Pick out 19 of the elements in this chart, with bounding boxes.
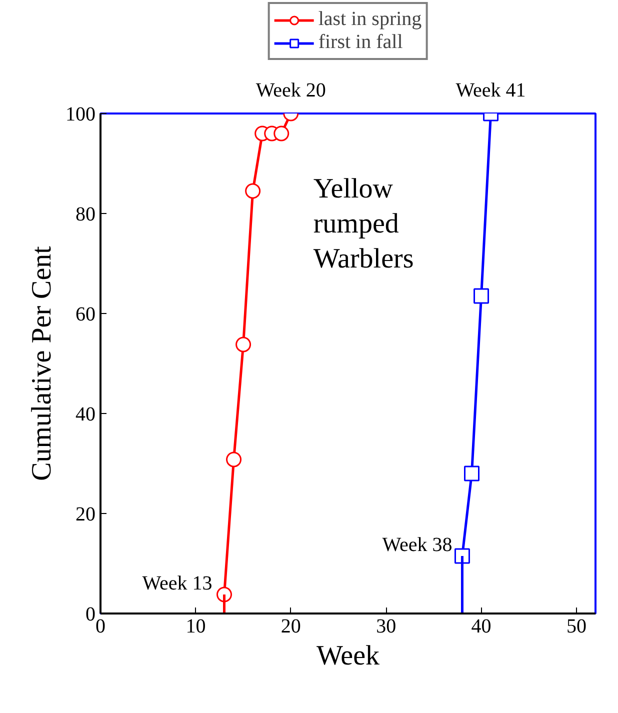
legend-label: last in spring — [318, 8, 422, 31]
x-tick-label: 40 — [471, 616, 492, 638]
annotation: Week 20 — [256, 80, 326, 102]
annotation: Week 41 — [456, 80, 526, 102]
x-tick-label: 10 — [186, 616, 206, 638]
y-tick-label: 40 — [76, 404, 96, 426]
legend-label: first in fall — [318, 31, 403, 54]
x-tick-label: 20 — [280, 616, 301, 638]
y-tick-label: 80 — [76, 204, 96, 226]
annotation: Yellow rumped Warblers — [313, 174, 414, 274]
y-tick-label: 20 — [76, 504, 96, 526]
x-tick-label: 30 — [376, 616, 396, 638]
x-tick-label: 50 — [566, 616, 586, 638]
y-tick-label: 60 — [76, 304, 96, 326]
y-axis-title: Cumulative Per Cent — [26, 246, 58, 481]
x-axis-title: Week — [316, 640, 380, 672]
annotation: Week 38 — [382, 534, 452, 556]
y-tick-label: 100 — [66, 104, 96, 126]
annotation: Week 13 — [142, 572, 212, 594]
